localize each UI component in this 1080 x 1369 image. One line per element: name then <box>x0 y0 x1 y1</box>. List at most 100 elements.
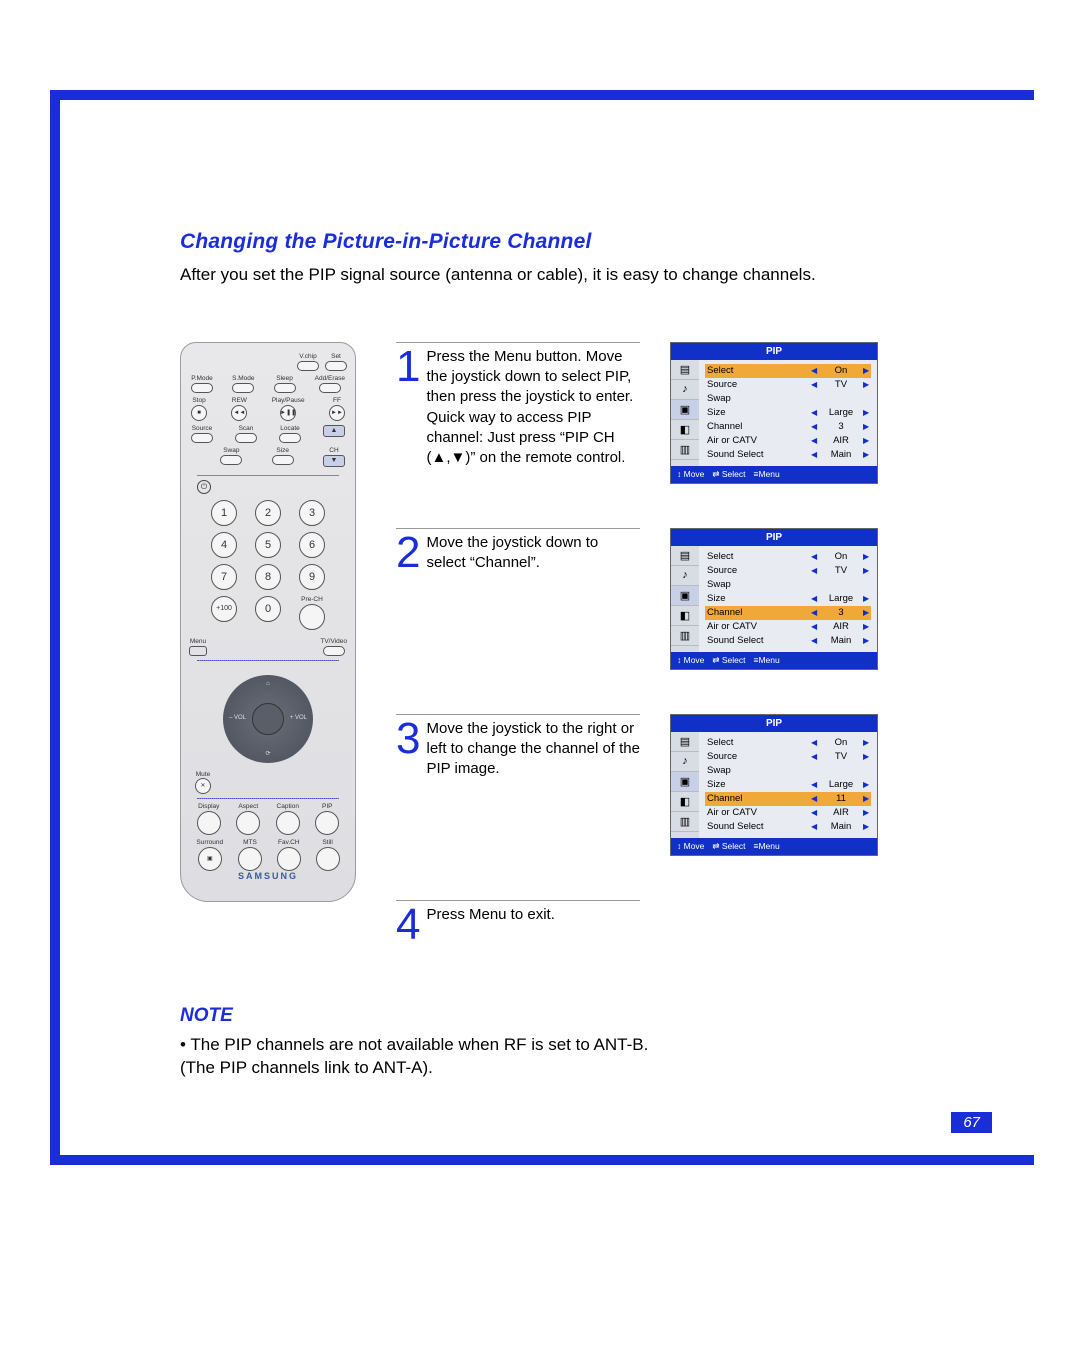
step: 1 Press the Menu button. Move the joysti… <box>396 342 934 484</box>
tvvideo-button <box>323 646 345 656</box>
num-4: 4 <box>211 532 237 558</box>
ch-down-button: ▼ <box>323 455 345 467</box>
step-text: Move the joystick to the right or left t… <box>426 719 640 780</box>
osd-row: Source◀TV▶ <box>705 378 871 392</box>
step-text-block: 2 Move the joystick down to select “Chan… <box>396 528 640 574</box>
num-plus100: +100 <box>211 596 237 622</box>
menu-button <box>189 646 207 656</box>
step-number: 2 <box>396 533 420 574</box>
osd-row: Select◀On▶ <box>705 550 871 564</box>
remote-label: PIP <box>322 803 332 810</box>
num-6: 6 <box>299 532 325 558</box>
remote-label: REW <box>232 397 247 404</box>
osd-row: Channel◀11▶ <box>705 792 871 806</box>
num-2: 2 <box>255 500 281 526</box>
step-text-block: 1 Press the Menu button. Move the joysti… <box>396 342 640 469</box>
content-row: V.chip Set P.Mode S.Mode Sleep Add/Erase… <box>180 342 934 945</box>
pre-ch-label: Pre-CH <box>301 596 323 603</box>
remote-label: Sleep <box>276 375 293 382</box>
osd-footer: ↕ Move⇄ Select≡Menu <box>671 838 877 855</box>
osd-tab-icon: ◧ <box>671 606 699 626</box>
smode-button <box>232 383 254 393</box>
brand-logo: SAMSUNG <box>238 871 298 881</box>
osd-menu: PIP ▤ ♪ ▣ ◧ ▥ Select◀On▶Source◀TV▶SwapSi… <box>670 342 878 484</box>
locate-button <box>279 433 301 443</box>
osd-row: Size◀Large▶ <box>705 406 871 420</box>
osd-tab-icon: ▣ <box>671 586 699 606</box>
dotted-divider <box>197 660 339 661</box>
remote-label: Still <box>322 839 332 846</box>
remote-label: V.chip <box>299 353 316 360</box>
mute-label: Mute <box>196 771 210 778</box>
mute-button: ✕ <box>195 778 211 794</box>
vol-up-label: + VOL <box>290 715 307 721</box>
pmode-button <box>191 383 213 393</box>
step-text-block: 4 Press Menu to exit. <box>396 900 640 945</box>
stop-button: ■ <box>191 405 207 421</box>
remote-label: Locate <box>280 425 300 432</box>
osd-row: Size◀Large▶ <box>705 778 871 792</box>
dpad: ⌂ – VOL + VOL ⟳ <box>223 675 313 763</box>
osd-row: Channel◀3▶ <box>705 606 871 620</box>
tvvideo-label: TV/Video <box>320 638 347 645</box>
remote-illustration: V.chip Set P.Mode S.Mode Sleep Add/Erase… <box>180 342 356 902</box>
num-8: 8 <box>255 564 281 590</box>
osd-row: Swap <box>705 764 871 778</box>
osd-footer: ↕ Move⇄ Select≡Menu <box>671 652 877 669</box>
surround-button: ▣ <box>198 847 222 871</box>
osd-title: PIP <box>671 715 877 732</box>
num-7: 7 <box>211 564 237 590</box>
step-text: Press Menu to exit. <box>426 905 554 945</box>
display-button <box>197 811 221 835</box>
remote-label: Add/Erase <box>315 375 345 382</box>
remote-label: Size <box>276 447 289 454</box>
step: 3 Move the joystick to the right or left… <box>396 714 934 856</box>
remote-label: Set <box>331 353 341 360</box>
remote-label: Surround <box>196 839 223 846</box>
step-number: 4 <box>396 905 420 945</box>
osd-row: Air or CATV◀AIR▶ <box>705 620 871 634</box>
osd-row: Swap <box>705 578 871 592</box>
adderase-button <box>319 383 341 393</box>
remote-label: Play/Pause <box>272 397 305 404</box>
step-text: Press the Menu button. Move the joystick… <box>426 347 640 469</box>
osd-tab-icon: ▤ <box>671 732 699 752</box>
osd-row: Select◀On▶ <box>705 364 871 378</box>
remote-label: Display <box>198 803 219 810</box>
osd-menu: PIP ▤ ♪ ▣ ◧ ▥ Select◀On▶Source◀TV▶SwapSi… <box>670 528 878 670</box>
ff-button: ►► <box>329 405 345 421</box>
page-frame: Changing the Picture-in-Picture Channel … <box>50 90 1034 1165</box>
step: 2 Move the joystick down to select “Chan… <box>396 528 934 670</box>
osd-tab-icon: ◧ <box>671 420 699 440</box>
osd-tab-icon: ▣ <box>671 772 699 792</box>
mts-button <box>238 847 262 871</box>
pip-button <box>315 811 339 835</box>
osd-tab-icon: ▣ <box>671 400 699 420</box>
source-button <box>191 433 213 443</box>
num-1: 1 <box>211 500 237 526</box>
osd-row: Source◀TV▶ <box>705 564 871 578</box>
remote-label: Swap <box>223 447 239 454</box>
osd-title: PIP <box>671 343 877 360</box>
step-text-block: 3 Move the joystick to the right or left… <box>396 714 640 780</box>
menu-label: Menu <box>190 638 206 645</box>
remote-label: MTS <box>243 839 257 846</box>
osd-tab-icon: ♪ <box>671 380 699 400</box>
osd-row: Sound Select◀Main▶ <box>705 448 871 462</box>
osd-tab-icon: ♪ <box>671 752 699 772</box>
vol-down-label: – VOL <box>229 715 246 721</box>
note-section: NOTE • The PIP channels are not availabl… <box>180 1005 934 1081</box>
swap-button <box>220 455 242 465</box>
dpad-center <box>252 703 284 735</box>
step-number: 3 <box>396 719 420 780</box>
sleep-button <box>274 383 296 393</box>
osd-tab-icon: ▥ <box>671 440 699 460</box>
remote-label: S.Mode <box>232 375 254 382</box>
remote-label: P.Mode <box>191 375 213 382</box>
osd-tab-icon: ▤ <box>671 546 699 566</box>
note-heading: NOTE <box>180 1005 934 1027</box>
num-0: 0 <box>255 596 281 622</box>
osd-footer: ↕ Move⇄ Select≡Menu <box>671 466 877 483</box>
osd-row: Air or CATV◀AIR▶ <box>705 806 871 820</box>
remote-label: Caption <box>277 803 299 810</box>
